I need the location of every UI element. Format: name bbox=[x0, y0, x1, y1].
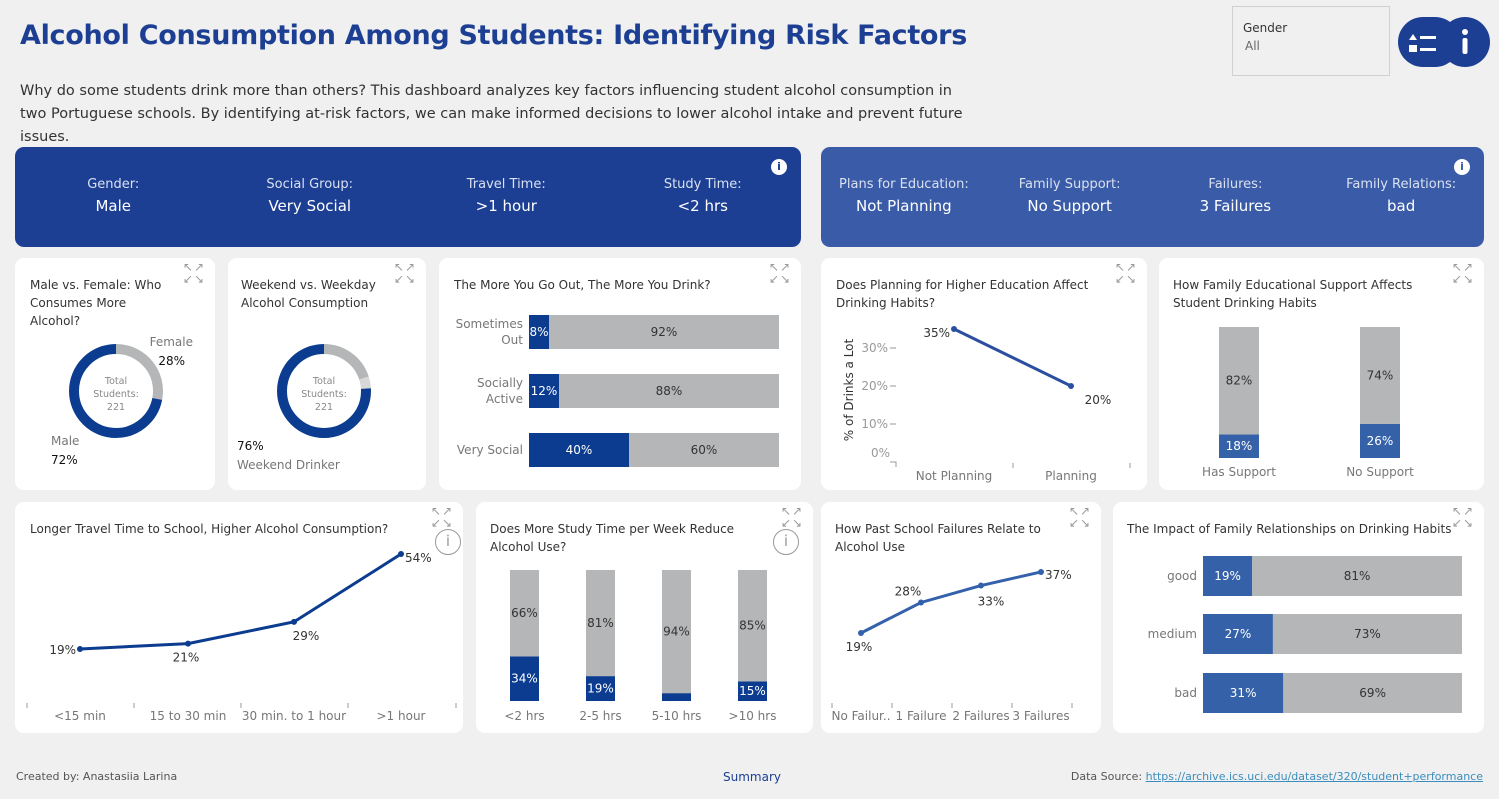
info-icon[interactable]: i bbox=[435, 529, 461, 555]
page-subtitle: Why do some students drink more than oth… bbox=[20, 83, 963, 145]
expand-icon[interactable]: ↖↗ ↙↘ bbox=[430, 504, 454, 530]
profile-plans-education: Plans for Education: Not Planning bbox=[839, 177, 969, 215]
profile-study-time: Study Time: <2 hrs bbox=[663, 177, 742, 215]
card-title: How Family Educational Support Affects S… bbox=[1173, 278, 1413, 310]
gender-filter-value[interactable]: All bbox=[1245, 39, 1260, 53]
summary-link[interactable]: Summary bbox=[723, 770, 781, 784]
card-title: The More You Go Out, The More You Drink? bbox=[454, 278, 711, 292]
info-icon[interactable] bbox=[1440, 17, 1490, 67]
gender-filter-label: Gender bbox=[1243, 21, 1288, 35]
profile-travel-time: Travel Time: >1 hour bbox=[466, 177, 546, 215]
profile-family-support: Family Support: No Support bbox=[1018, 177, 1121, 215]
card-title: Weekend vs. Weekday Alcohol Consumption bbox=[241, 278, 376, 310]
page-title: Alcohol Consumption Among Students: Iden… bbox=[20, 20, 967, 51]
card-title: The Impact of Family Relationships on Dr… bbox=[1127, 522, 1452, 536]
gender-filter[interactable]: Gender All bbox=[1232, 6, 1390, 76]
card-failures: How Past School Failures Relate to Alcoh… bbox=[821, 502, 1101, 733]
info-icon[interactable]: i bbox=[771, 159, 787, 175]
profile-social-group: Social Group: Very Social bbox=[266, 177, 354, 215]
profile-gender: Gender: Male bbox=[87, 177, 140, 215]
expand-icon[interactable]: ↖↗ ↙↘ bbox=[1451, 504, 1475, 530]
card-study: Does More Study Time per Week Reduce Alc… bbox=[476, 502, 813, 733]
data-source-link[interactable]: https://archive.ics.uci.edu/dataset/320/… bbox=[1145, 770, 1483, 783]
card-family-support: How Family Educational Support Affects S… bbox=[1159, 258, 1484, 490]
card-travel: Longer Travel Time to School, Higher Alc… bbox=[15, 502, 463, 733]
profile-band-right: Plans for Education: Not Planning Family … bbox=[821, 147, 1484, 247]
card-title: Longer Travel Time to School, Higher Alc… bbox=[30, 522, 389, 536]
card-goout: The More You Go Out, The More You Drink?… bbox=[439, 258, 801, 490]
expand-icon[interactable]: ↖↗ ↙↘ bbox=[1114, 260, 1138, 286]
info-icon[interactable]: i bbox=[773, 529, 799, 555]
expand-icon[interactable]: ↖↗ ↙↘ bbox=[393, 260, 417, 286]
card-title: Does Planning for Higher Education Affec… bbox=[836, 278, 1089, 310]
card-family-relations: The Impact of Family Relationships on Dr… bbox=[1113, 502, 1484, 733]
expand-icon[interactable]: ↖↗ ↙↘ bbox=[1451, 260, 1475, 286]
card-title: Male vs. Female: Who Consumes More Alcoh… bbox=[30, 278, 162, 328]
expand-icon[interactable]: ↖↗ ↙↘ bbox=[182, 260, 206, 286]
data-source: Data Source: https://archive.ics.uci.edu… bbox=[1071, 770, 1483, 783]
created-by: Created by: Anastasiia Larina bbox=[16, 770, 178, 783]
profile-failures: Failures: 3 Failures bbox=[1199, 177, 1272, 215]
card-weekend: Weekend vs. Weekday Alcohol Consumption … bbox=[228, 258, 426, 490]
card-title: How Past School Failures Relate to Alcoh… bbox=[835, 522, 1041, 554]
card-gender: Male vs. Female: Who Consumes More Alcoh… bbox=[15, 258, 215, 490]
card-higher-education: Does Planning for Higher Education Affec… bbox=[821, 258, 1147, 490]
profile-band-left: Gender: Male Social Group: Very Social Tra… bbox=[15, 147, 801, 247]
expand-icon[interactable]: ↖↗ ↙↘ bbox=[780, 504, 804, 530]
info-icon[interactable]: i bbox=[1454, 159, 1470, 175]
expand-icon[interactable]: ↖↗ ↙↘ bbox=[1068, 504, 1092, 530]
card-title: Does More Study Time per Week Reduce Alc… bbox=[490, 522, 735, 554]
data-source-label: Data Source: bbox=[1070, 770, 1143, 783]
expand-icon[interactable]: ↖↗ ↙↘ bbox=[768, 260, 792, 286]
profile-family-relations: Family Relations: bad bbox=[1346, 177, 1457, 215]
